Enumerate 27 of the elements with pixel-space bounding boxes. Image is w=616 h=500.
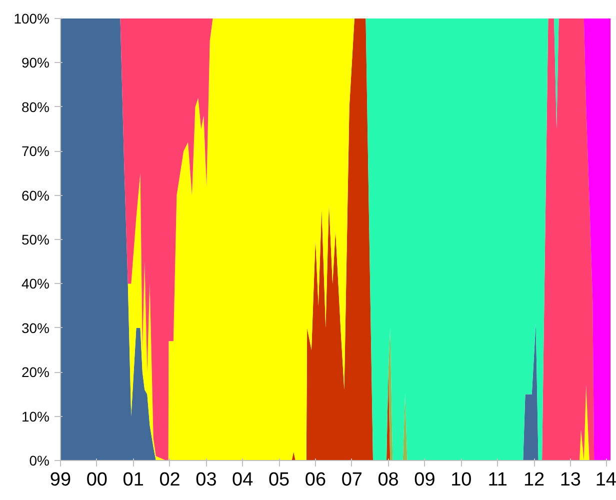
y-tick-label: 0%	[29, 452, 50, 468]
y-tick-label: 60%	[21, 187, 50, 204]
y-tick-label: 20%	[21, 364, 50, 380]
x-tick-label: 07	[341, 470, 362, 490]
y-tick-label: 100%	[14, 10, 50, 26]
x-tick-label: 03	[196, 470, 217, 490]
y-tick-label: 50%	[21, 232, 50, 248]
y-tick-label: 90%	[21, 54, 50, 71]
y-tick-label: 30%	[21, 320, 50, 336]
x-tick-label: 14	[595, 470, 616, 490]
x-tick-label: 08	[378, 470, 399, 490]
y-tick-label: 10%	[21, 408, 50, 424]
x-tick-label: 01	[122, 470, 144, 490]
x-tick-label: 13	[560, 470, 582, 490]
x-tick-label: 09	[414, 470, 436, 490]
x-tick-label: 05	[268, 470, 290, 490]
x-tick-label: 02	[159, 470, 180, 490]
x-tick-label: 04	[232, 470, 254, 490]
x-tick-label: 00	[86, 470, 108, 490]
x-tick-label: 10	[450, 470, 472, 490]
x-tick-label: 12	[523, 470, 545, 490]
x-tick-label: 99	[50, 470, 72, 490]
x-tick-label: 11	[488, 470, 508, 490]
y-tick-label: 70%	[21, 143, 50, 160]
x-tick-label: 06	[304, 470, 326, 490]
y-tick-label: 80%	[21, 98, 50, 115]
y-tick-label: 40%	[21, 276, 50, 292]
